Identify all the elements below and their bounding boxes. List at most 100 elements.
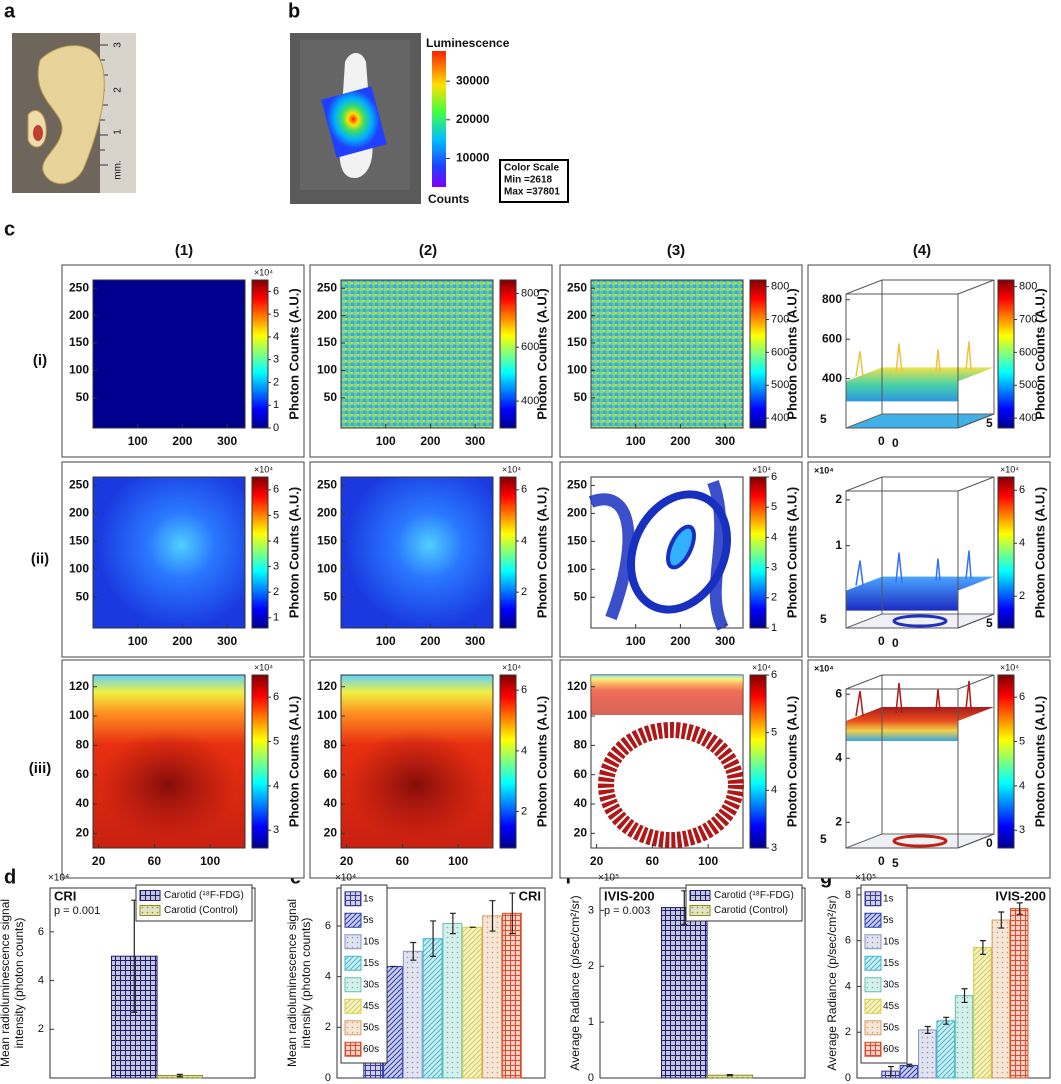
- y-tick-label: 2: [38, 1023, 44, 1035]
- y-tick-label: 200: [567, 308, 587, 322]
- y-tick-label: 40: [574, 796, 588, 810]
- colorbar-label: Photon Counts (A.U.): [784, 696, 799, 827]
- z-tick-label: 400: [822, 371, 842, 385]
- x-tick-label: 100: [376, 434, 396, 448]
- contour-top: [591, 675, 743, 715]
- heatmap-image: [341, 280, 493, 428]
- colorbar: [252, 675, 268, 848]
- colorbar-tick-label: 20000: [456, 112, 490, 126]
- colorbar-tick-label: 30000: [456, 73, 490, 87]
- colorbar-tick-label: 2: [273, 586, 279, 598]
- y-tick-label: 2: [845, 1026, 851, 1038]
- y-tick-label: 250: [317, 280, 337, 294]
- z-exponent: ×10⁴: [814, 465, 834, 475]
- legend-swatch: [865, 935, 881, 949]
- y-tick-label: 150: [317, 533, 337, 547]
- y-tick-label: 100: [567, 363, 587, 377]
- y-exponent: ×10⁴: [48, 873, 69, 884]
- bar: [955, 996, 972, 1078]
- y-axis-label: Average Radiance (p/sec/cm²/sr): [568, 895, 582, 1070]
- y-tick-label: 6: [38, 926, 44, 938]
- x-tick-label: 100: [448, 854, 468, 868]
- y-tick-label: 100: [567, 708, 587, 722]
- y-tick-label: 4: [325, 971, 331, 983]
- x-tick-label: 20: [340, 854, 354, 868]
- legend-label: 1s: [883, 893, 894, 904]
- y-tick-label: 4: [845, 980, 851, 992]
- y-tick-label: 50: [324, 390, 338, 404]
- legend-label: Carotid (Control): [164, 905, 238, 916]
- x-tick-label: 300: [715, 434, 735, 448]
- y-tick-label: 120: [317, 679, 337, 693]
- legend-label: 45s: [883, 1001, 899, 1012]
- z-tick-label: 4: [835, 750, 842, 764]
- y-tick-label: 250: [317, 478, 337, 492]
- colorbar-tick-label: 6: [273, 691, 279, 703]
- legend-box: [341, 885, 387, 1063]
- colorbar-tick-label: 6: [273, 285, 279, 297]
- colorbar-label: Photon Counts (A.U.): [1032, 696, 1047, 827]
- floor-tick-label: 0: [892, 436, 899, 450]
- bar: [1010, 909, 1027, 1078]
- colorbar-tick-label: 2: [273, 376, 279, 388]
- panel-label: d: [4, 866, 16, 888]
- y-tick-label: 150: [69, 335, 89, 349]
- colorbar-tick-label: 3: [771, 842, 777, 854]
- page: {"panel_labels": ["a", "b", "c", "d", "e…: [0, 0, 1061, 1084]
- colorbar-tick-label: 4: [521, 745, 527, 757]
- legend-label: 10s: [363, 936, 379, 947]
- y-tick-label: 250: [567, 280, 587, 294]
- floor-tick-label: 0: [986, 836, 993, 850]
- colorbar-tick-label: 6: [771, 471, 777, 483]
- annotation: CRI: [54, 888, 76, 903]
- ruler-label: 2: [113, 87, 124, 93]
- colorbar-tick-label: 4: [771, 531, 777, 543]
- heatmap-image: [591, 280, 743, 428]
- colorbar-tick-label: 2: [1019, 590, 1025, 602]
- figure: abcdefg321mm.LuminescenceCounts100002000…: [0, 0, 1061, 1084]
- annotation: p = 0.003: [604, 905, 650, 917]
- legend-label: 15s: [363, 958, 379, 969]
- y-tick-label: 8: [845, 889, 851, 901]
- y-axis-label: Mean radioluminescence signal: [285, 899, 299, 1067]
- colorbar: [252, 477, 268, 628]
- bar: [423, 939, 442, 1078]
- y-tick-label: 0: [325, 1072, 331, 1084]
- y-tick-label: 200: [317, 506, 337, 520]
- colorbar-tick-label: 3: [1019, 824, 1025, 836]
- colorbar-tick-label: 2: [521, 805, 527, 817]
- colorbar-tick-label: 3: [771, 562, 777, 574]
- y-tick-label: 6: [325, 920, 331, 932]
- y-tick-label: 50: [574, 589, 588, 603]
- x-tick-label: 20: [590, 854, 604, 868]
- colorbar: [500, 675, 516, 848]
- y-tick-label: 1: [588, 1016, 594, 1028]
- panel-label: b: [288, 0, 300, 22]
- legend-swatch: [140, 891, 160, 901]
- legend-label: 50s: [363, 1022, 379, 1033]
- y-tick-label: 150: [317, 335, 337, 349]
- colorbar: [252, 280, 268, 428]
- y-axis-label: intensity (photon counts): [299, 918, 313, 1049]
- colorbar-exponent: ×10⁴: [254, 464, 273, 474]
- colorbar-tick-label: 5: [273, 735, 279, 747]
- legend-label: Carotid (¹⁸F-FDG): [164, 890, 244, 901]
- legend-label: 10s: [883, 936, 899, 947]
- colorbar-tick-label: 4: [273, 331, 279, 343]
- y-tick-label: 250: [69, 478, 89, 492]
- legend-label: 30s: [883, 979, 899, 990]
- colorbar-tick-label: 0: [273, 422, 279, 434]
- y-tick-label: 150: [567, 533, 587, 547]
- column-title: (3): [667, 242, 685, 259]
- x-tick-label: 200: [172, 434, 192, 448]
- x-tick-label: 300: [715, 634, 735, 648]
- x-tick-label: 200: [420, 434, 440, 448]
- column-title: (2): [419, 242, 437, 259]
- colorbar: [750, 675, 766, 848]
- colorbar-exponent: ×10⁴: [254, 267, 273, 277]
- x-tick-label: 200: [420, 634, 440, 648]
- x-tick-label: 100: [128, 434, 148, 448]
- y-tick-label: 200: [317, 308, 337, 322]
- colorbar: [998, 280, 1014, 428]
- colorbar-tick-label: 5: [273, 308, 279, 320]
